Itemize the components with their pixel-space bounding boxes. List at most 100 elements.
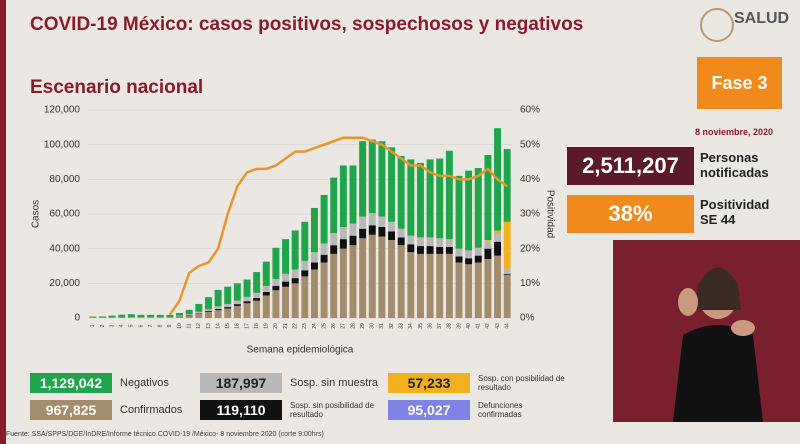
bar-segment — [465, 258, 473, 265]
y-tick-label: 120,000 — [44, 105, 81, 116]
bar-segment — [291, 283, 299, 318]
subtitle: Escenario nacional — [30, 77, 204, 98]
bar-segment — [310, 262, 318, 270]
y-tick-label: 60,000 — [49, 209, 80, 220]
x-tick-label: 20 — [273, 323, 279, 329]
bar-segment — [494, 255, 502, 318]
bar-segment — [416, 162, 424, 238]
bar-segment — [455, 248, 463, 257]
y-axis-label: Casos — [31, 200, 42, 228]
bar-segment — [474, 168, 482, 248]
bar-segment — [359, 216, 367, 229]
bar-segment — [474, 247, 482, 256]
x-tick-label: 38 — [447, 323, 453, 329]
x-tick-label: 23 — [302, 323, 308, 329]
bar-segment — [388, 231, 396, 240]
y2-tick-label: 60% — [520, 105, 540, 116]
bar-segment — [156, 314, 164, 318]
bar-segment — [465, 250, 473, 259]
x-tick-label: 12 — [196, 323, 202, 329]
bar-segment — [359, 238, 367, 318]
bar-segment — [108, 317, 116, 318]
x-tick-label: 4 — [119, 324, 125, 327]
bar-segment — [224, 308, 232, 318]
bar-segment — [310, 252, 318, 263]
x-tick-label: 21 — [283, 323, 289, 329]
bar-segment — [127, 314, 135, 318]
logo: SALUD — [734, 10, 790, 27]
bar-segment — [204, 297, 212, 310]
x-tick-label: 2 — [100, 324, 106, 327]
x-tick-label: 6 — [138, 324, 144, 327]
x-tick-label: 9 — [167, 324, 173, 327]
x-tick-label: 40 — [466, 323, 472, 329]
bar-segment — [233, 283, 241, 301]
bar-segment — [301, 260, 309, 271]
bar-segment — [233, 300, 241, 305]
bar-segment — [204, 311, 212, 312]
bar-segment — [426, 159, 434, 238]
bar-segment — [301, 270, 309, 277]
bar-segment — [262, 261, 270, 286]
bar-segment — [224, 286, 232, 304]
y2-tick-label: 30% — [520, 209, 540, 220]
bar-segment — [156, 317, 164, 318]
bar-segment — [291, 269, 299, 279]
bar-segment — [320, 243, 328, 255]
legend-label: Sosp. sin muestra — [290, 377, 379, 389]
bar-segment — [272, 247, 280, 279]
bar-segment — [339, 248, 347, 318]
bar-segment — [282, 273, 290, 282]
bar-segment — [339, 239, 347, 249]
x-tick-label: 41 — [476, 323, 482, 329]
x-tick-label: 10 — [177, 323, 183, 329]
bar-segment — [185, 314, 193, 316]
bar-segment — [388, 221, 396, 232]
bar-segment — [416, 253, 424, 318]
legend-total: 119,110 — [200, 400, 282, 420]
phase-box: Fase 3 — [697, 57, 782, 109]
bar-segment — [330, 177, 338, 234]
bar-segment — [378, 141, 386, 217]
bar-segment — [330, 253, 338, 318]
bar-segment — [484, 248, 492, 260]
bar-segment — [368, 213, 376, 226]
bar-segment — [349, 165, 357, 224]
bar-segment — [465, 264, 473, 318]
bar-segment — [465, 170, 473, 251]
bar-segment — [176, 315, 184, 317]
bar-segment — [368, 225, 376, 235]
bar-segment — [195, 311, 203, 314]
bar-segment — [378, 216, 386, 227]
bar-segment — [127, 317, 135, 318]
bar-segment — [253, 298, 261, 301]
bar-segment — [253, 300, 261, 318]
x-tick-label: 27 — [341, 323, 347, 329]
x-tick-label: 3 — [109, 324, 115, 327]
bar-segment — [407, 159, 415, 236]
footer: Fuente: SSA/SPPS/DGE/InDRE/Informe técni… — [6, 431, 324, 438]
x-tick-label: 18 — [254, 323, 260, 329]
bar-segment — [185, 315, 193, 318]
bar-segment — [330, 233, 338, 246]
bar-segment — [445, 253, 453, 318]
x-tick-label: 28 — [350, 323, 356, 329]
bar-segment — [108, 315, 116, 318]
bar-segment — [474, 262, 482, 318]
bar-segment — [436, 238, 444, 247]
bar-segment — [282, 239, 290, 274]
bar-segment — [301, 276, 309, 318]
bar-segment — [388, 240, 396, 318]
bar-segment — [484, 240, 492, 241]
bar-segment — [301, 221, 309, 261]
legend-total: 57,233 — [388, 373, 470, 393]
bar-segment — [426, 246, 434, 254]
bar-segment — [397, 228, 405, 238]
positivity-line — [168, 136, 508, 316]
date: 8 noviembre, 2020 — [695, 127, 774, 137]
bar-segment — [262, 292, 270, 296]
bar-segment — [262, 285, 270, 292]
bar-segment — [397, 155, 405, 229]
bar-segment — [426, 253, 434, 318]
